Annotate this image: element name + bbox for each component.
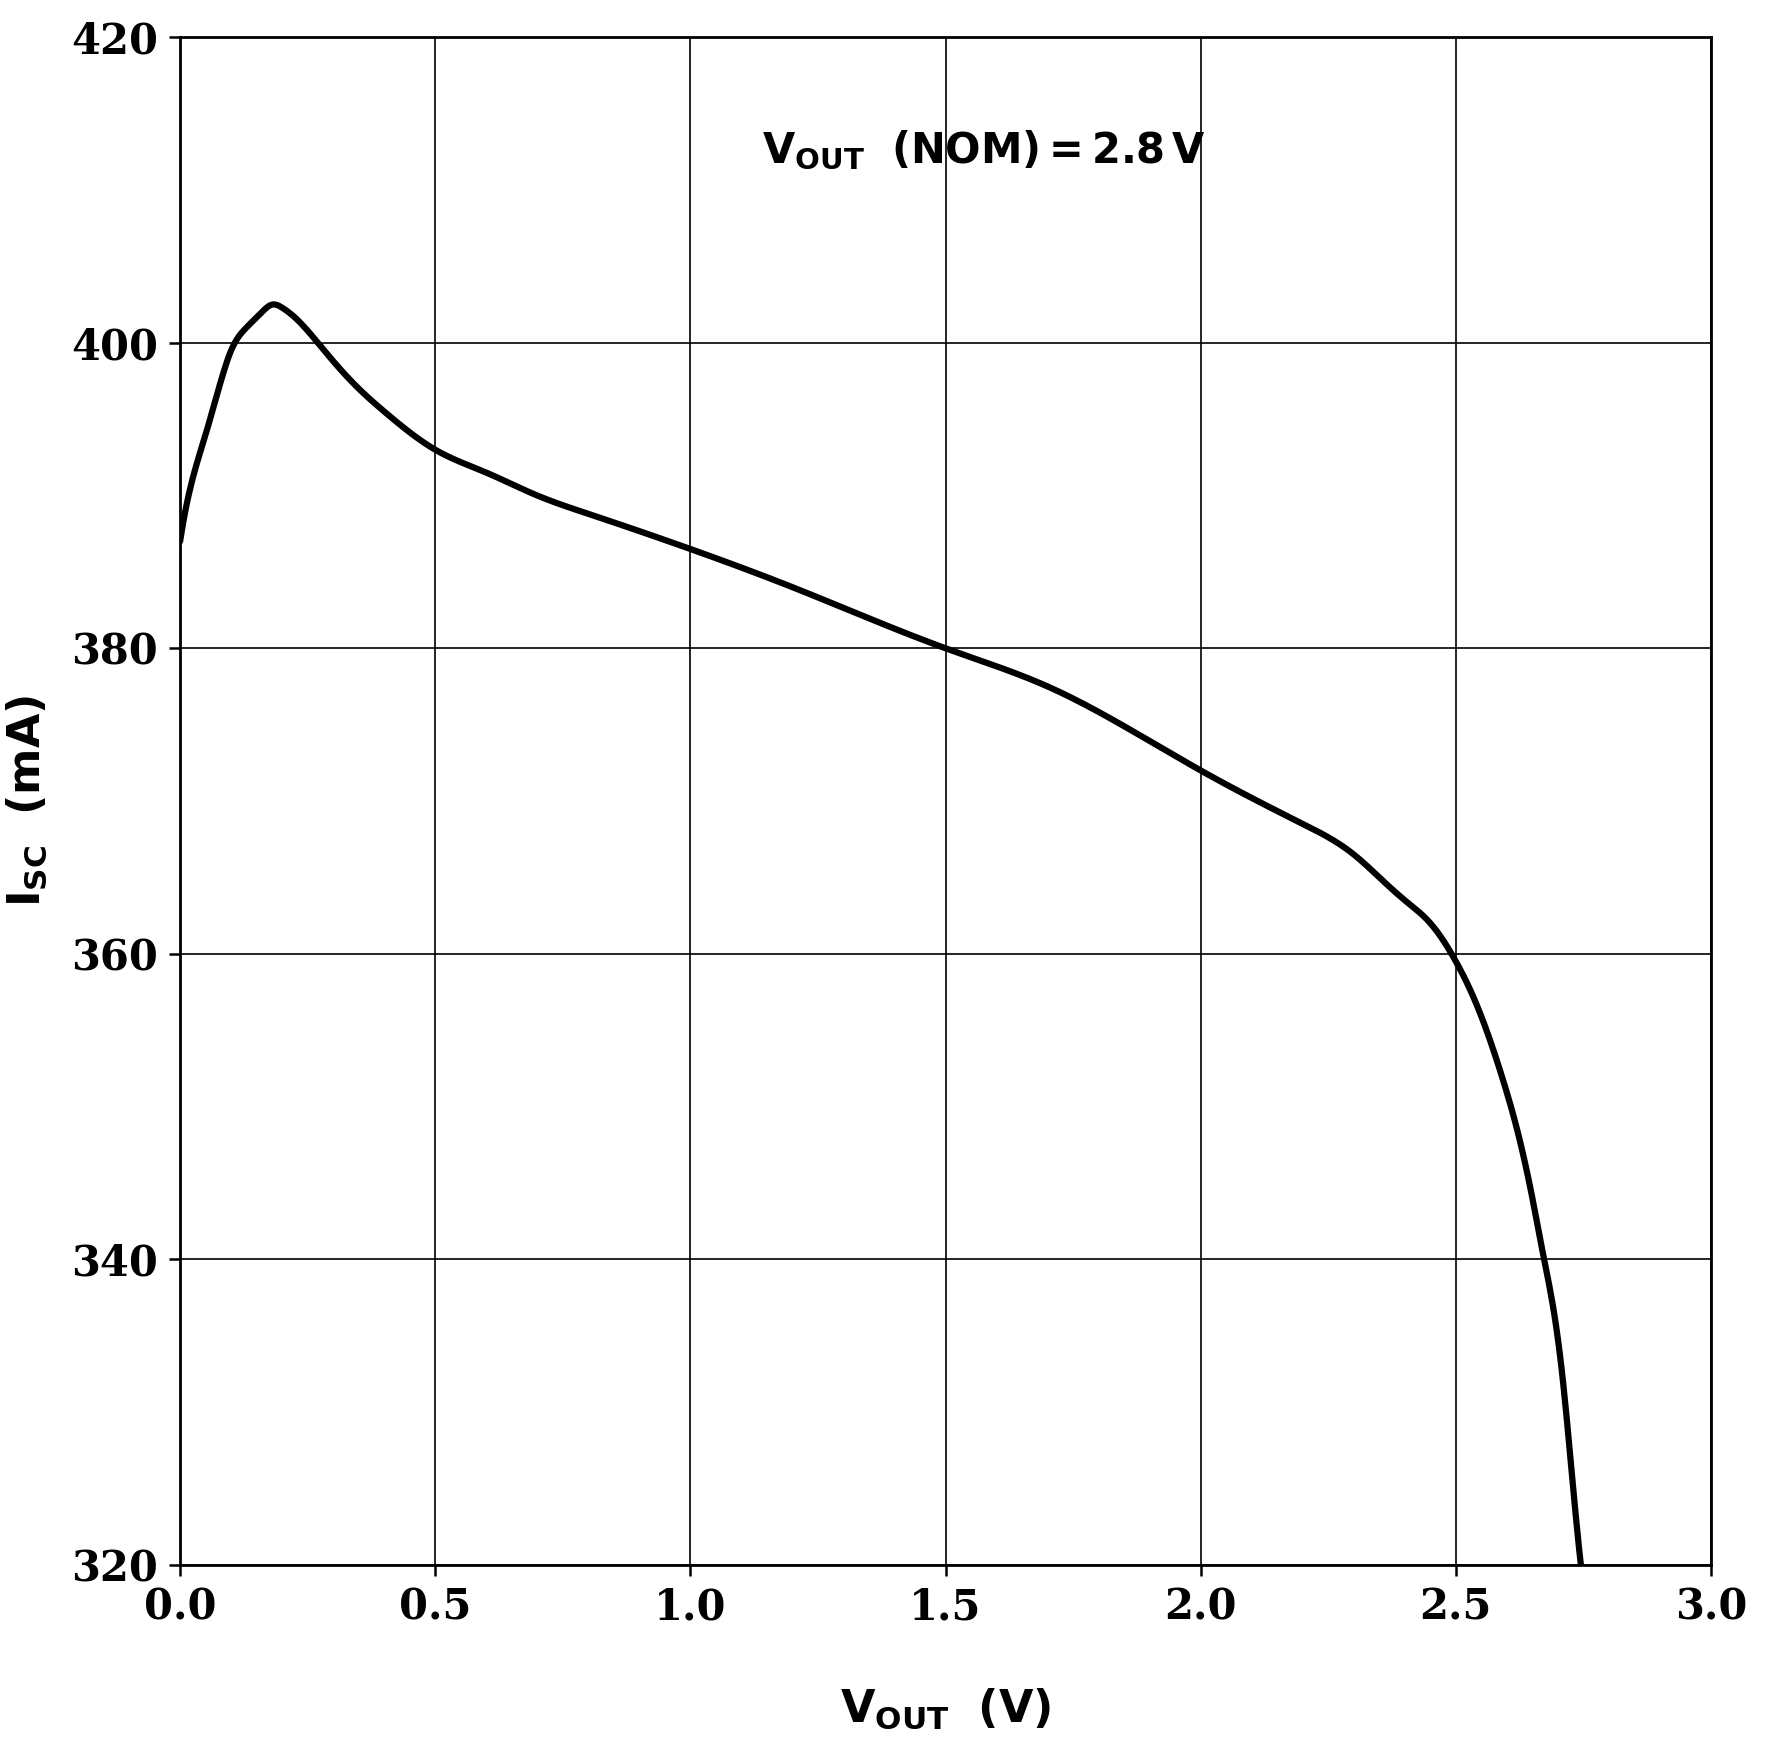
Text: $\mathbf{V_{OUT}}$$\mathbf{\ \ (V)}$: $\mathbf{V_{OUT}}$$\mathbf{\ \ (V)}$ — [840, 1687, 1052, 1732]
Text: $\mathbf{V_{OUT}}$$\mathbf{\ \ (NOM) = 2.8\,V}$: $\mathbf{V_{OUT}}$$\mathbf{\ \ (NOM) = 2… — [762, 129, 1206, 172]
Text: $\mathbf{I_{SC}}$$\mathbf{\ \ (mA)}$: $\mathbf{I_{SC}}$$\mathbf{\ \ (mA)}$ — [5, 695, 50, 907]
